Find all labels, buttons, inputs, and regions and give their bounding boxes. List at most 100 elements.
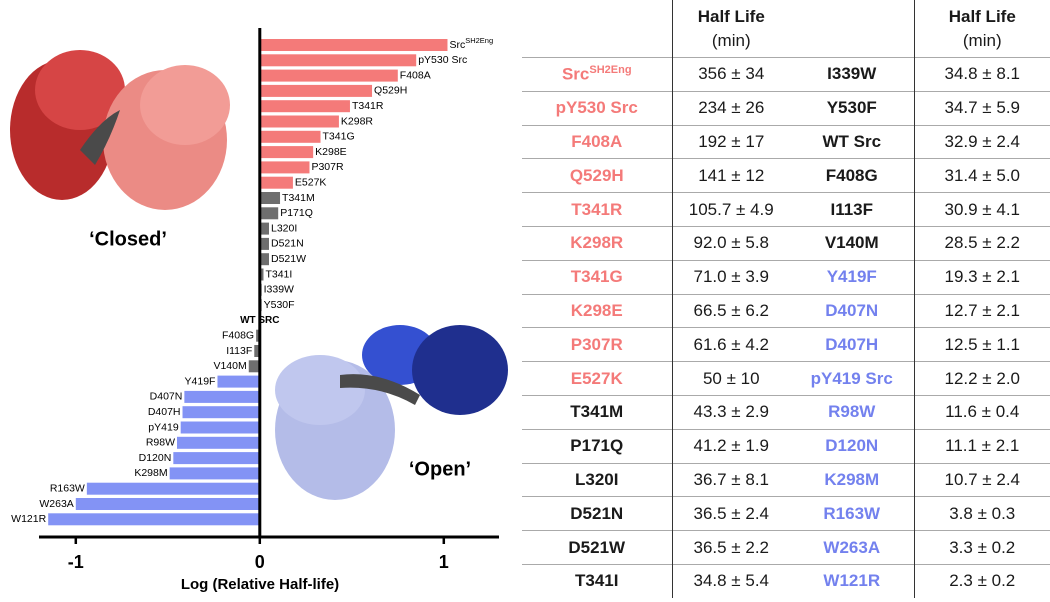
half-life: 12.5 ± 1.1 (913, 327, 1050, 362)
mutant-name: pY530 Src (522, 90, 672, 126)
header-cell (790, 0, 914, 58)
chart: ‘Closed’ ‘Open’ Log (Relative Half-life)… (10, 28, 508, 593)
mutant-name: K298M (790, 462, 914, 497)
bar (259, 207, 279, 220)
bar (259, 176, 293, 189)
x-tick-label: 1 (439, 552, 449, 572)
mutant-name: L320I (522, 462, 672, 497)
bar (248, 360, 260, 373)
bar (259, 146, 314, 159)
mutant-name: D521W (522, 530, 672, 565)
half-life: 12.7 ± 2.1 (913, 293, 1050, 328)
bar-label: D521W (271, 253, 306, 265)
table-row: T341M 43.3 ± 2.9 R98W 11.6 ± 0.4 (522, 394, 1050, 430)
mutant-name: I113F (790, 192, 914, 227)
mutant-name: R98W (790, 394, 914, 430)
mutant-name: WT Src (790, 124, 914, 159)
mutant-name: D407H (790, 327, 914, 362)
table-row: D521W 36.5 ± 2.2 W263A 3.3 ± 0.2 (522, 530, 1050, 565)
bar-label: T341I (265, 268, 292, 280)
half-life: 192 ± 17 (671, 124, 790, 159)
half-life: 141 ± 12 (671, 158, 790, 193)
half-life: 3.3 ± 0.2 (913, 530, 1050, 565)
bar (169, 467, 260, 480)
table-row: P307R 61.6 ± 4.2 D407H 12.5 ± 1.1 (522, 327, 1050, 362)
half-life: 61.6 ± 4.2 (671, 327, 790, 362)
bar-label: V140M (213, 360, 246, 372)
half-life: 3.8 ± 0.3 (913, 496, 1050, 531)
mutant-name-text: Src (561, 64, 590, 84)
bar-label: R98W (146, 437, 175, 449)
mutant-name: T341G (522, 259, 672, 295)
half-life: 43.3 ± 2.9 (671, 394, 790, 430)
half-life: 34.8 ± 8.1 (913, 57, 1050, 92)
x-tick-label: -1 (68, 552, 84, 572)
mutant-name: D521N (522, 496, 672, 531)
table-row: F408A 192 ± 17 WT Src 32.9 ± 2.4 (522, 124, 1050, 159)
mutant-name: W121R (790, 563, 914, 598)
half-life: 30.9 ± 4.1 (913, 192, 1050, 227)
bar (259, 253, 269, 266)
half-life: 92.0 ± 5.8 (671, 225, 790, 261)
bar (75, 498, 260, 510)
bar (256, 329, 260, 342)
bar-label: T341M (282, 192, 315, 204)
bar-label: Q529H (374, 85, 407, 97)
closed-structure (10, 50, 230, 210)
table-row: L320I 36.7 ± 8.1 K298M 10.7 ± 2.4 (522, 462, 1050, 497)
half-life: 41.2 ± 1.9 (671, 428, 790, 464)
table-row: Q529H 141 ± 12 F408G 31.4 ± 5.0 (522, 158, 1050, 193)
bar-label: K298R (341, 115, 374, 127)
bar (217, 375, 260, 388)
x-axis-label: Log (Relative Half-life) (181, 576, 339, 593)
table-row: pY530 Src 234 ± 26 Y530F 34.7 ± 5.9 (522, 90, 1050, 126)
table-row: E527K 50 ± 10 pY419 Src 12.2 ± 2.0 (522, 361, 1050, 396)
bar-label: pY530 Src (418, 54, 467, 66)
mutant-name: I339W (790, 57, 914, 92)
mutant-name: SrcSH2Eng (522, 57, 672, 92)
bar-label: I113F (226, 345, 252, 357)
bar-label: P307R (311, 161, 344, 173)
mutant-name: Y419F (790, 259, 914, 295)
bar-label: W121R (11, 513, 46, 525)
table-row: T341I 34.8 ± 5.4 W121R 2.3 ± 0.2 (522, 563, 1050, 598)
header-unit: (min) (962, 30, 1002, 50)
mutant-name-sup: SH2Eng (589, 64, 632, 77)
half-life: 10.7 ± 2.4 (913, 462, 1050, 497)
bar-label-sup: SH2Eng (465, 36, 493, 45)
bar-label: D407N (150, 391, 183, 403)
bar-label: T341G (323, 131, 355, 143)
bar (259, 100, 350, 113)
bar-label: L320I (271, 222, 297, 234)
bar (259, 130, 321, 143)
mutant-name: P171Q (522, 428, 672, 464)
bar-label: pY419 (148, 421, 179, 433)
bar-label: P171Q (280, 207, 313, 219)
mutant-name: Q529H (522, 158, 672, 193)
header-unit: (min) (711, 30, 751, 50)
mutant-name: F408G (790, 158, 914, 193)
open-label: ‘Open’ (409, 458, 471, 480)
bar-label: E527K (295, 176, 327, 188)
bar-label: K298E (315, 146, 347, 158)
mutant-name: Y530F (790, 90, 914, 126)
half-life: 36.7 ± 8.1 (671, 462, 790, 497)
half-life: 12.2 ± 2.0 (913, 361, 1050, 396)
bar-label: F408A (400, 69, 431, 81)
half-life-table: Half Life (min) Half Life (min) SrcSH2Eng 356… (522, 0, 1050, 598)
bar (184, 390, 260, 403)
half-life: 34.7 ± 5.9 (913, 90, 1050, 126)
half-life: 50 ± 10 (671, 361, 790, 396)
bar-label: F408G (222, 329, 254, 341)
mutant-name: R163W (790, 496, 914, 531)
header-cell: Half Life (min) (671, 0, 790, 58)
header-cell (522, 0, 672, 58)
half-life: 28.5 ± 2.2 (913, 225, 1050, 261)
half-life: 11.6 ± 0.4 (913, 394, 1050, 430)
bar-label: W263A (39, 498, 73, 510)
half-life: 32.9 ± 2.4 (913, 124, 1050, 159)
bar (182, 406, 260, 419)
bar (180, 421, 260, 434)
bar (259, 69, 398, 82)
header-cell: Half Life (min) (913, 0, 1050, 58)
